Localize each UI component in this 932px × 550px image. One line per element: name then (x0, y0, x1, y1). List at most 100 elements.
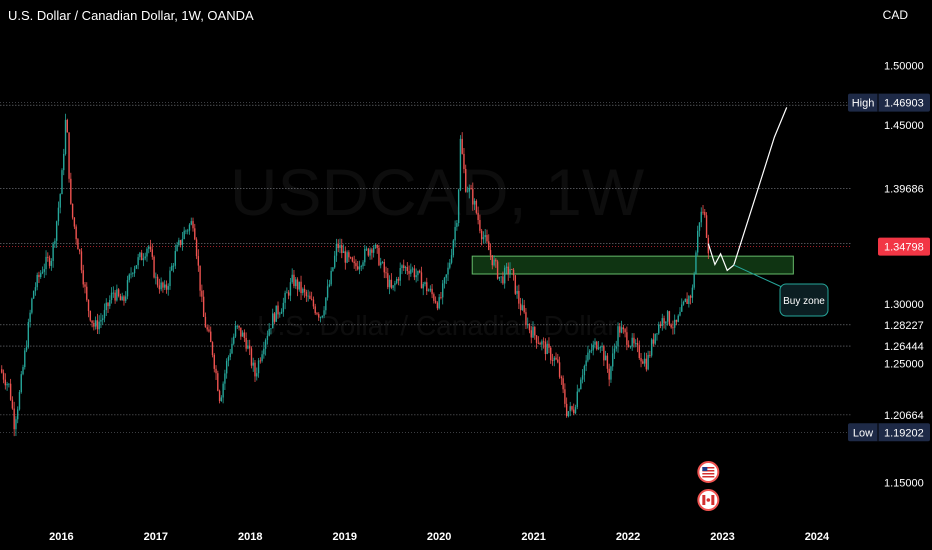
candle-body (663, 318, 665, 324)
candle-body (231, 343, 233, 354)
candle-body (535, 335, 538, 343)
time-axis[interactable]: 2016 2017 2018 2019 2020 2021 2022 2023 2024 (49, 531, 830, 543)
candle-body (397, 278, 400, 281)
buy-zone[interactable] (471, 255, 794, 275)
candle-body (555, 357, 557, 360)
candles (1, 113, 710, 437)
horizontal-levels (0, 102, 852, 433)
candle-body (365, 248, 368, 250)
candle-body (303, 288, 306, 292)
candle-body (436, 302, 439, 309)
candle-body (505, 266, 508, 268)
candle-body (679, 311, 681, 316)
candle-body (627, 344, 630, 347)
candle-body (585, 360, 587, 367)
candle-body (420, 272, 423, 289)
candle-body (479, 220, 481, 231)
candle-body (656, 333, 658, 335)
candle-body (224, 373, 226, 384)
candle-body (259, 360, 262, 362)
candle-body (132, 273, 134, 275)
watermark-symbol: USDCAD, 1W (230, 155, 645, 229)
candle-body (503, 267, 506, 284)
candle-body (300, 281, 302, 294)
candle-body (581, 375, 584, 380)
time-tick-label: 2023 (710, 531, 734, 543)
economic-events[interactable] (697, 461, 720, 511)
candle-body (401, 265, 403, 269)
candle-body (652, 339, 655, 344)
candle-body (608, 368, 610, 380)
candle-body (440, 297, 442, 298)
candle-body (337, 243, 339, 248)
candle-body (236, 325, 238, 327)
candle-body (146, 248, 148, 257)
candle-body (567, 411, 570, 417)
buy-zone-callout[interactable]: Buy zone (733, 264, 829, 317)
candle-body (286, 292, 288, 294)
candle-body (142, 258, 145, 261)
candle-body (96, 320, 99, 330)
price-axis[interactable]: 1.500001.450001.300001.250001.150001.466… (848, 61, 930, 490)
candle-body (140, 252, 143, 261)
time-tick-label: 2022 (616, 531, 640, 543)
candle-body (560, 376, 563, 379)
callout-box[interactable] (779, 283, 829, 317)
candle-body (66, 119, 68, 133)
candle-body (603, 346, 605, 361)
candle-body (588, 350, 591, 353)
candle-body (633, 337, 635, 344)
candle-body (335, 243, 338, 256)
candle-body (672, 327, 674, 329)
candle-body (192, 221, 194, 229)
candle-body (357, 266, 359, 270)
candle-body (534, 326, 536, 336)
canada-flag-icon[interactable] (697, 489, 720, 511)
candle-body (125, 296, 127, 301)
us-flag-icon[interactable] (697, 461, 720, 483)
candle-body (128, 274, 130, 281)
candle-body (47, 256, 49, 258)
flag-leaf (706, 498, 711, 502)
candle-body (388, 279, 391, 288)
candle-body (431, 288, 433, 295)
candle-body (330, 270, 332, 285)
candle-body (482, 237, 485, 240)
candle-body (544, 341, 547, 355)
candle-body (268, 329, 270, 336)
candle-body (163, 284, 166, 288)
candle-body (275, 305, 277, 322)
candle-body (465, 169, 467, 192)
candle-body (162, 282, 164, 288)
candle-body (635, 343, 637, 344)
candle-body (456, 223, 458, 227)
candle-body (68, 132, 70, 179)
candle-body (374, 244, 377, 248)
candle-body (139, 252, 141, 258)
candle-body (486, 235, 488, 242)
candle-body (597, 347, 600, 350)
candle-body (571, 406, 573, 410)
candle-body (328, 284, 331, 287)
candle-body (8, 383, 10, 385)
candle-body (151, 249, 153, 257)
candle-body (266, 335, 269, 341)
candle-body (546, 343, 548, 355)
candle-body (89, 310, 92, 321)
candle-body (527, 323, 529, 326)
candle-body (449, 262, 451, 268)
candle-body (123, 296, 125, 301)
candle-body (29, 312, 31, 323)
candle-body (661, 318, 663, 326)
candle-body (424, 282, 426, 285)
candle-body (606, 355, 609, 369)
candle-body (578, 389, 580, 392)
candle-body (155, 276, 157, 278)
buy-zone-rect[interactable] (471, 255, 794, 275)
candle-body (117, 289, 120, 297)
flag-stripe (702, 473, 715, 475)
candle-body (684, 298, 687, 302)
candle-body (24, 350, 26, 368)
candle-body (580, 379, 582, 390)
